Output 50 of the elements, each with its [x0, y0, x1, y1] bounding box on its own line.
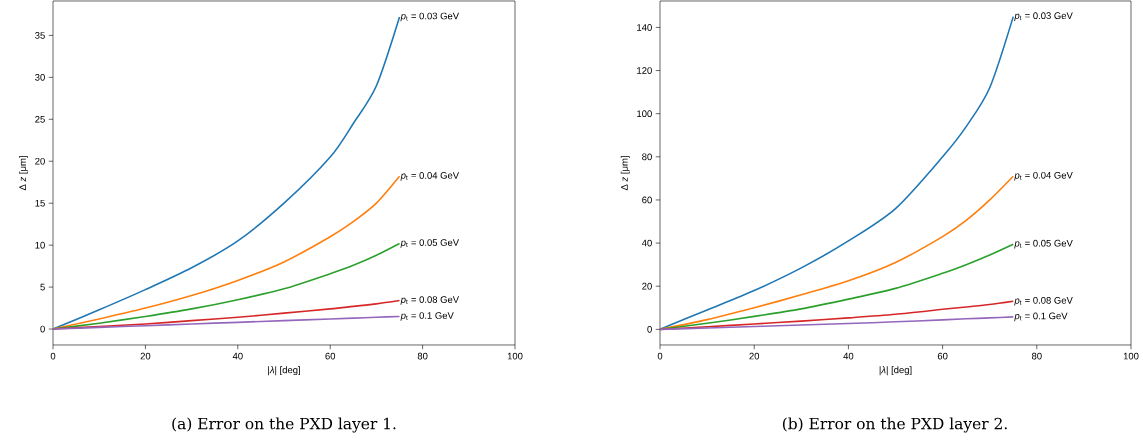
series-label: p$_{t}$ = 0.04 GeV: [400, 172, 460, 181]
series-label: p$_{t}$ = 0.03 GeV: [1014, 12, 1073, 21]
x-tick-label: 40: [232, 352, 243, 360]
y-axis-title: Δ z [μm]: [620, 156, 630, 191]
y-axis-title: Δ z [μm]: [19, 156, 28, 191]
series-label: p$_{t}$ = 0.08 GeV: [400, 296, 460, 305]
y-tick-label: 0: [40, 325, 45, 333]
y-tick-label: 25: [35, 115, 45, 123]
series-label: p$_{t}$ = 0.04 GeV: [1014, 171, 1073, 181]
x-tick-label: 100: [507, 352, 523, 360]
y-tick-label: 10: [35, 241, 45, 249]
x-tick-label: 80: [1031, 352, 1042, 360]
y-tick-label: 35: [35, 32, 45, 39]
text: (b) Error on the PXD layer 2.: [782, 417, 1007, 433]
x-tick-label: 60: [325, 352, 336, 360]
series-label: p$_{t}$ = 0.05 GeV: [1014, 239, 1073, 249]
y-tick-label: 80: [642, 153, 652, 161]
x-tick-label: 20: [749, 352, 760, 360]
x-tick-label: 60: [937, 352, 948, 360]
x-tick-label: 100: [1123, 352, 1139, 360]
series-label: p$_{t}$ = 0.08 GeV: [1014, 297, 1073, 306]
x-tick-label: 0: [657, 352, 663, 360]
x-tick-label: 40: [843, 352, 854, 360]
line-series: [659, 300, 1015, 331]
line-series: [659, 243, 1015, 331]
series-label: p$_{t}$ = 0.03 GeV: [400, 12, 460, 22]
y-tick-label: 40: [641, 239, 652, 247]
series-label: p$_{t}$ = 0.1 GeV: [400, 312, 454, 321]
y-tick-label: 5: [40, 283, 45, 291]
line-series: [659, 316, 1015, 331]
y-tick-label: 30: [35, 73, 45, 81]
x-axis-title: |λ| [deg]: [879, 366, 912, 376]
series-label: p$_{t}$ = 0.05 GeV: [400, 239, 460, 248]
y-tick-label: 100: [637, 110, 652, 118]
x-tick-label: 0: [50, 352, 56, 360]
x-tick-label: 20: [140, 352, 151, 360]
y-tick-label: 140: [637, 24, 652, 31]
y-tick-label: 20: [35, 157, 45, 165]
y-tick-label: 120: [637, 67, 652, 74]
x-axis-title: |λ| [deg]: [268, 366, 300, 376]
line-series: [52, 315, 401, 330]
line-series: [52, 16, 401, 330]
y-tick-label: 0: [647, 326, 652, 333]
x-tick-label: 80: [417, 352, 428, 360]
series-label: p$_{t}$ = 0.1 GeV: [1014, 312, 1068, 322]
text: (a) Error on the PXD layer 1.: [172, 417, 396, 433]
y-tick-label: 15: [35, 199, 45, 207]
y-tick-label: 60: [642, 196, 652, 204]
line-series: [659, 15, 1015, 331]
y-tick-label: 20: [642, 282, 652, 290]
